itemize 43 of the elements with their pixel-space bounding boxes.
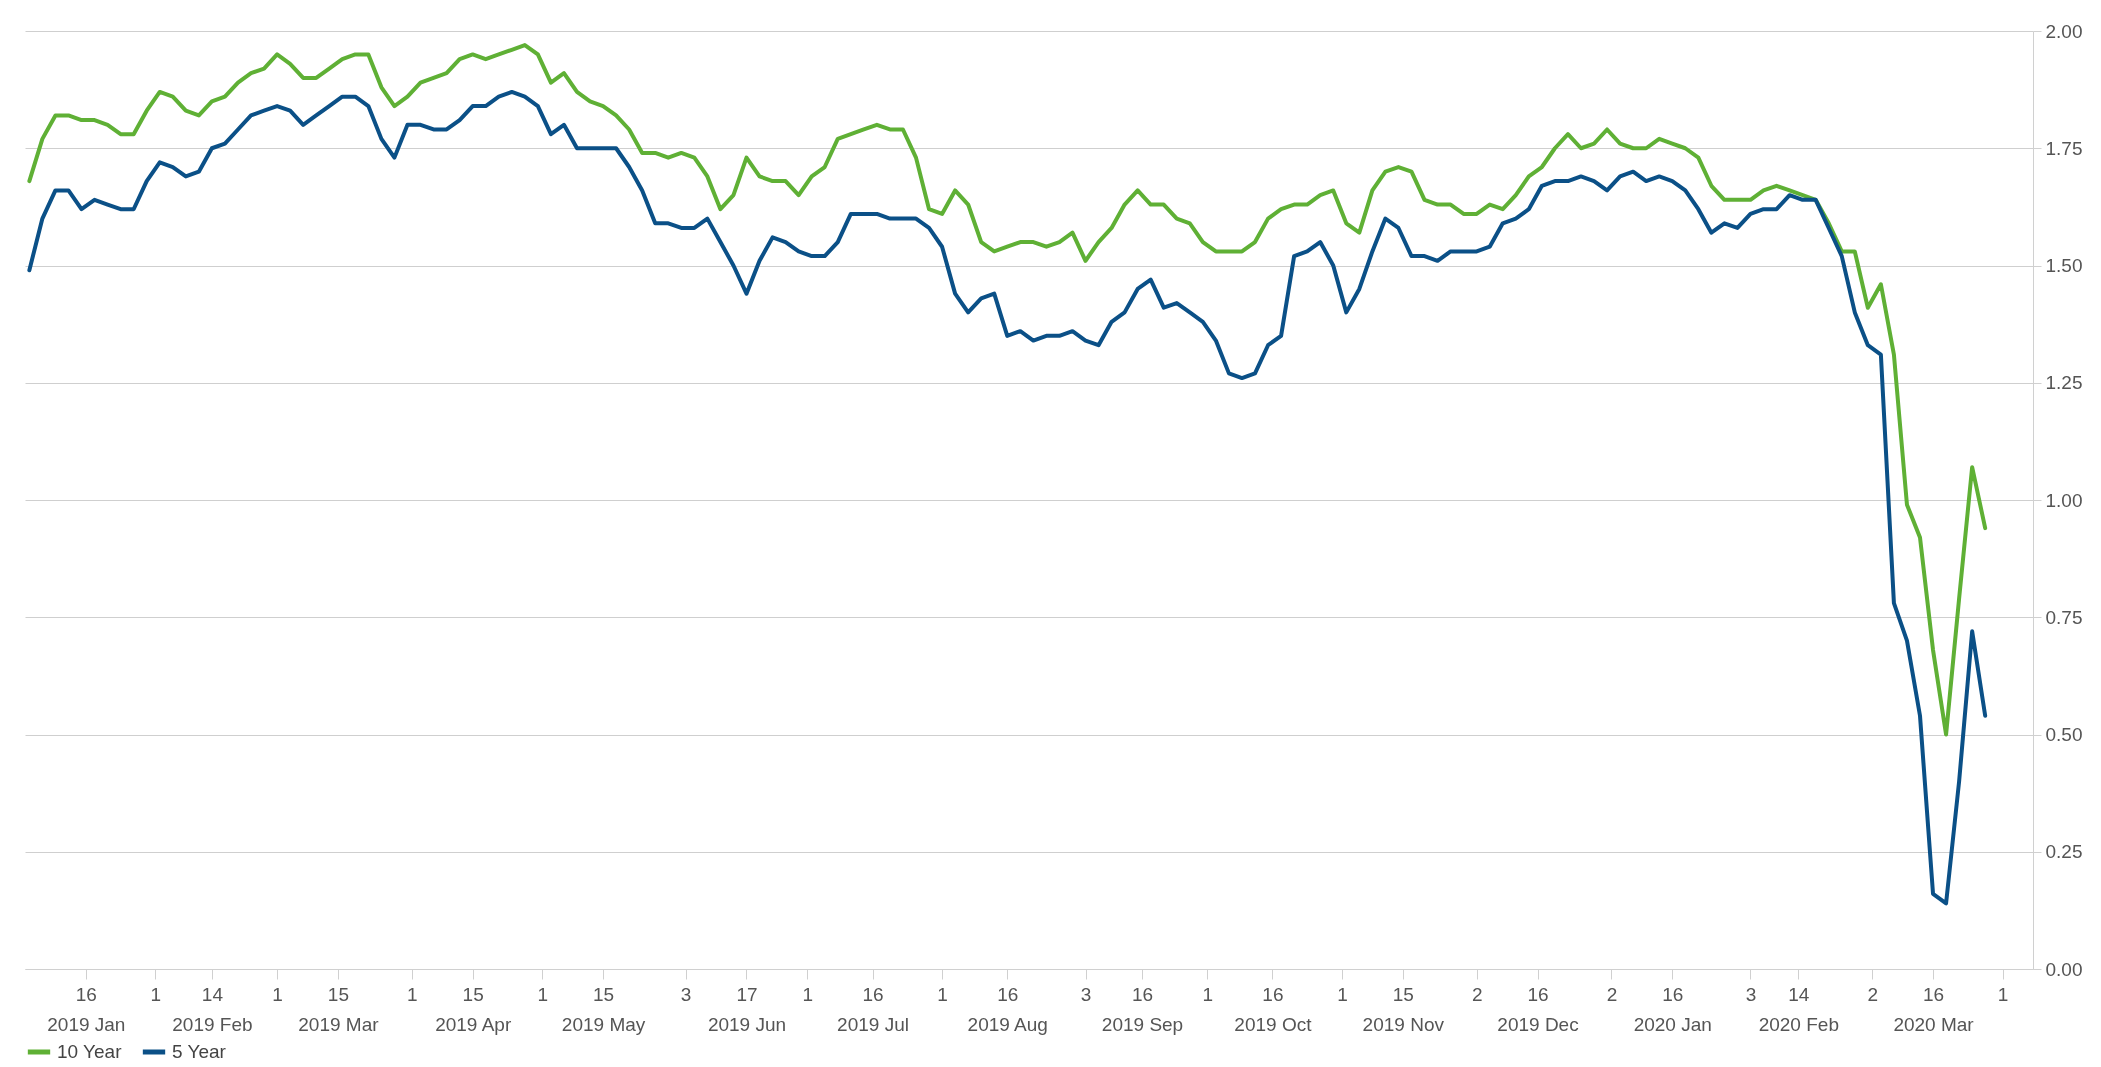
- x-tick-label: 1: [407, 983, 418, 1005]
- x-tick-label: 1: [150, 983, 162, 1005]
- x-tick-label: 16 2020 Mar: [1893, 983, 1975, 1035]
- x-tick-label: 1: [1202, 983, 1213, 1005]
- y-tick-label: 1.25: [2045, 372, 2083, 394]
- x-tick-label: 17 2019 Jun: [707, 983, 787, 1035]
- x-tick-label: 1: [537, 983, 548, 1005]
- x-tick-label: 3: [1745, 983, 1757, 1005]
- x-tick-label: 1: [802, 983, 814, 1005]
- x-tick-label: 2: [1867, 983, 1878, 1005]
- x-tick-label: 3: [680, 983, 692, 1005]
- x-tick-label: 16 2019 Sep: [1101, 983, 1184, 1035]
- x-tick-label: 16 2019 Jan: [47, 983, 126, 1035]
- x-tick-label: 2: [1606, 983, 1618, 1005]
- x-tick-label: 1: [937, 983, 948, 1005]
- x-tick-label: 14 2019 Feb: [172, 983, 253, 1035]
- x-tick-label: 14 2020 Feb: [1758, 983, 1839, 1035]
- x-tick-label: 16 2019 Jul: [837, 983, 909, 1035]
- legend-label: 5 Year: [172, 1041, 227, 1062]
- y-tick-label: 0.25: [2045, 841, 2083, 863]
- y-tick-label: 0.50: [2045, 724, 2083, 745]
- y-tick-label: 1.75: [2045, 137, 2083, 159]
- x-tick-label: 1: [272, 983, 283, 1005]
- x-tick-label: 16 2020 Jan: [1633, 983, 1712, 1035]
- x-tick-label: 15 2019 Mar: [298, 983, 380, 1035]
- line-series: [27, 43, 1988, 737]
- x-tick-label: 1: [1997, 983, 2009, 1005]
- y-tick-label: 2.00: [2045, 20, 2083, 42]
- y-tick-label: 0.75: [2045, 606, 2083, 628]
- line-series: [27, 89, 1988, 906]
- y-tick-label: 1.50: [2045, 255, 2083, 276]
- x-tick-label: 16 2019 Oct: [1234, 983, 1313, 1035]
- x-tick-label: 15 2019 Apr: [435, 983, 512, 1035]
- y-tick-label: 1.00: [2045, 489, 2083, 511]
- x-tick-label: 1: [1337, 983, 1348, 1005]
- x-tick-label: 16 2019 Aug: [967, 983, 1048, 1035]
- x-tick-label: 15 2019 May: [561, 983, 646, 1035]
- x-tick-label: 16 2019 Dec: [1497, 983, 1579, 1035]
- y-tick-label: 0.00: [2045, 958, 2083, 980]
- x-tick-label: 2: [1471, 983, 1483, 1005]
- x-tick-label: 3: [1080, 983, 1092, 1005]
- x-tick-label: 15 2019 Nov: [1362, 983, 1445, 1035]
- legend-label: 10 Year: [57, 1041, 123, 1062]
